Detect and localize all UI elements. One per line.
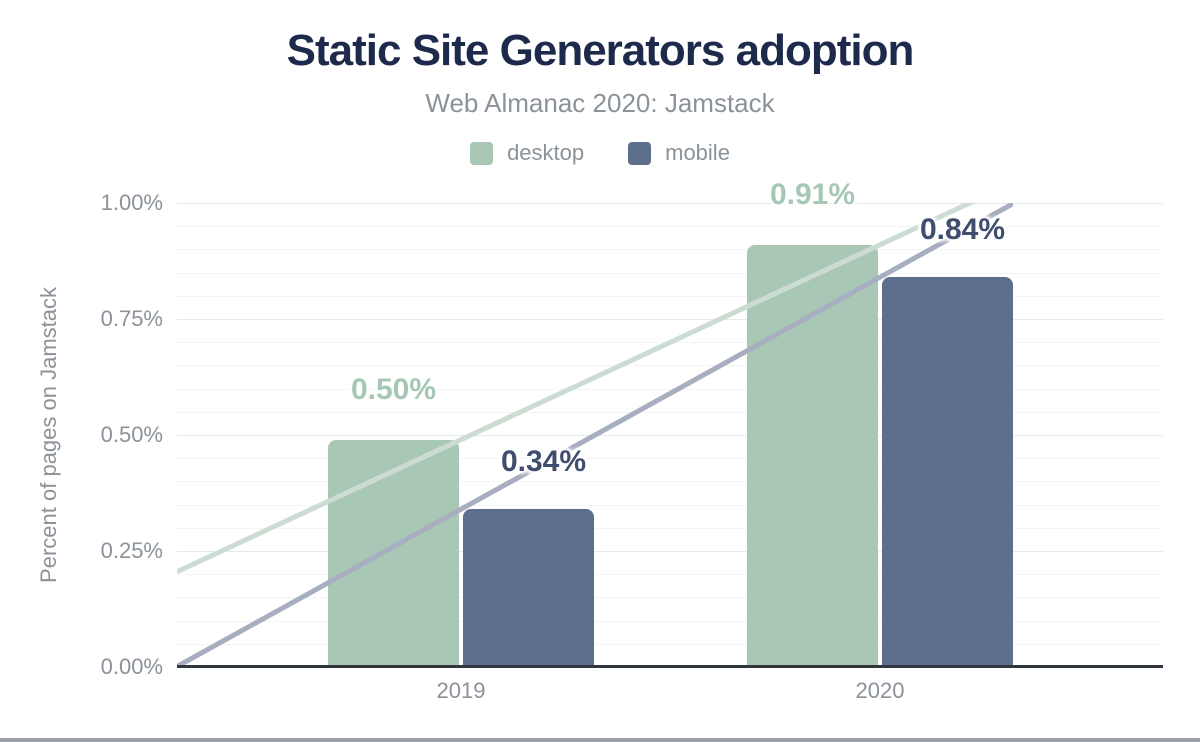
- y-tick-label: 0.50%: [100, 422, 163, 447]
- minor-gridline: [177, 458, 1163, 460]
- minor-gridline: [177, 574, 1163, 576]
- bar-mobile-2019: [463, 509, 594, 667]
- chart-subtitle: Web Almanac 2020: Jamstack: [425, 88, 775, 118]
- y-tick-label: 1.00%: [100, 190, 163, 215]
- legend-swatch-desktop: [470, 141, 494, 165]
- trendline-desktop: [177, 203, 976, 574]
- major-gridline: [177, 435, 1163, 436]
- footer-strip: [0, 738, 1200, 742]
- minor-gridline: [177, 643, 1163, 645]
- legend-swatch-mobile: [628, 141, 652, 165]
- minor-gridline: [177, 411, 1163, 413]
- legend-item-mobile[interactable]: mobile: [628, 140, 730, 166]
- bar-mobile-2020: [882, 277, 1013, 667]
- legend-label: mobile: [665, 140, 730, 165]
- trendline-mobile: [177, 203, 1013, 667]
- minor-gridline: [177, 620, 1163, 622]
- x-tick-label: 2019: [436, 678, 486, 703]
- bar-desktop-2019: [328, 439, 459, 667]
- minor-gridline: [177, 226, 1163, 228]
- y-tick-label: 0.75%: [100, 306, 163, 331]
- x-tick-label: 2020: [855, 678, 905, 703]
- major-gridline: [177, 551, 1163, 552]
- minor-gridline: [177, 388, 1163, 390]
- legend-item-desktop[interactable]: desktop: [470, 140, 584, 166]
- minor-gridline: [177, 365, 1163, 367]
- legend-label: desktop: [507, 140, 585, 165]
- legend: desktop mobile: [0, 138, 1200, 168]
- data-label-mobile-2019: 0.34%: [500, 445, 587, 479]
- major-gridline: [177, 203, 1163, 204]
- chart-title: Static Site Generators adoption: [286, 26, 915, 75]
- y-tick-label: 0.00%: [100, 654, 163, 679]
- minor-gridline: [177, 481, 1163, 483]
- minor-gridline: [177, 249, 1163, 251]
- minor-gridline: [177, 295, 1163, 297]
- minor-gridline: [177, 272, 1163, 274]
- y-tick-label: 0.25%: [100, 538, 163, 563]
- minor-gridline: [177, 504, 1163, 506]
- minor-gridline: [177, 597, 1163, 599]
- data-label-mobile-2020: 0.84%: [919, 213, 1006, 247]
- x-axis-line: [177, 665, 1163, 668]
- data-label-desktop-2019: 0.50%: [350, 372, 437, 406]
- minor-gridline: [177, 527, 1163, 529]
- major-gridline: [177, 319, 1163, 320]
- data-label-desktop-2020: 0.91%: [769, 177, 856, 211]
